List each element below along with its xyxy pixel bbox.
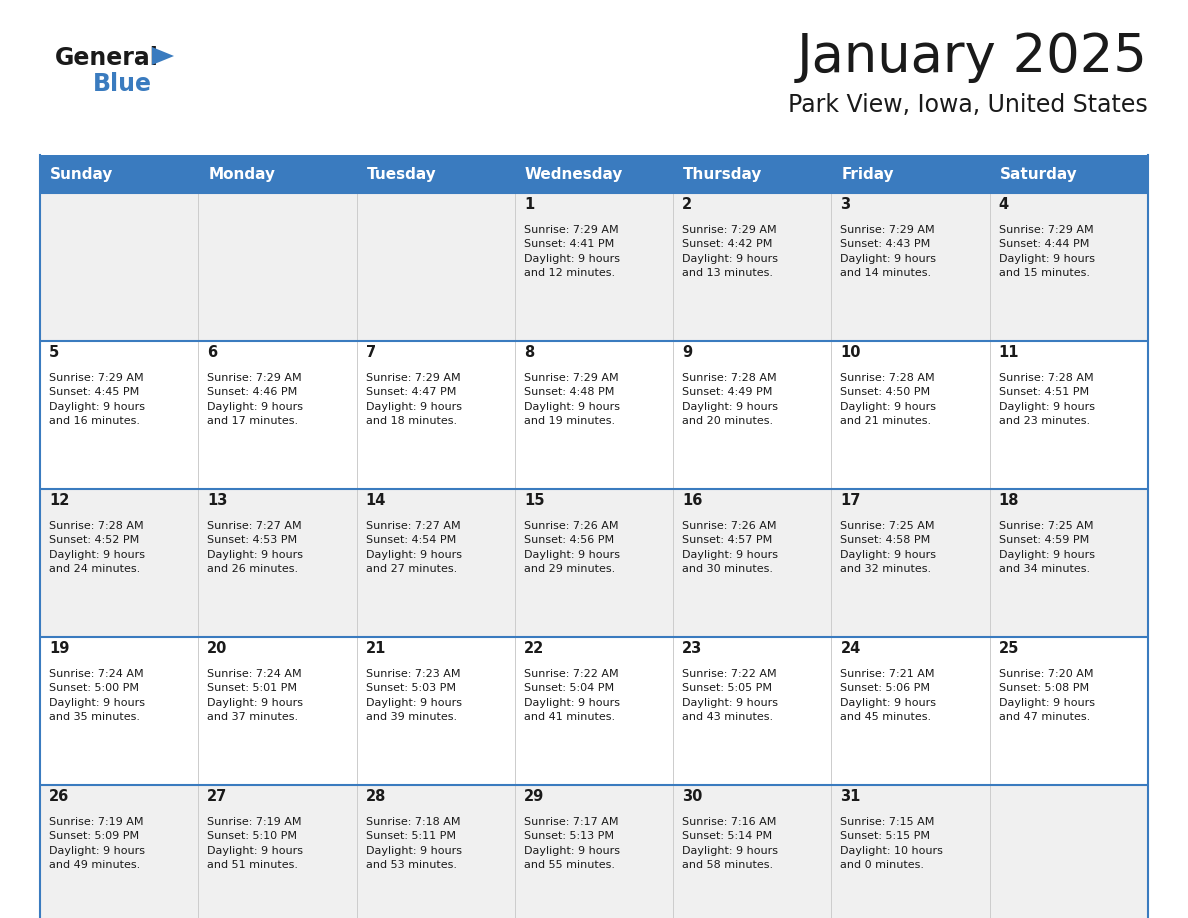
Text: Wednesday: Wednesday bbox=[525, 167, 624, 183]
Text: 21: 21 bbox=[366, 641, 386, 656]
Bar bbox=[40, 489, 1148, 637]
Text: Sunrise: 7:29 AM
Sunset: 4:42 PM
Daylight: 9 hours
and 13 minutes.: Sunrise: 7:29 AM Sunset: 4:42 PM Dayligh… bbox=[682, 225, 778, 278]
Text: 6: 6 bbox=[207, 345, 217, 360]
Bar bbox=[990, 155, 1148, 193]
Text: Sunrise: 7:22 AM
Sunset: 5:04 PM
Daylight: 9 hours
and 41 minutes.: Sunrise: 7:22 AM Sunset: 5:04 PM Dayligh… bbox=[524, 669, 620, 722]
Polygon shape bbox=[152, 47, 173, 65]
Bar bbox=[356, 155, 514, 193]
Text: 18: 18 bbox=[999, 493, 1019, 508]
Text: Blue: Blue bbox=[93, 72, 152, 96]
Text: Sunday: Sunday bbox=[50, 167, 113, 183]
Bar bbox=[514, 155, 674, 193]
Text: Friday: Friday bbox=[841, 167, 895, 183]
Text: 24: 24 bbox=[840, 641, 860, 656]
Text: General: General bbox=[55, 46, 159, 70]
Text: January 2025: January 2025 bbox=[797, 31, 1148, 83]
Text: 7: 7 bbox=[366, 345, 375, 360]
Text: 1: 1 bbox=[524, 197, 535, 212]
Text: Sunrise: 7:17 AM
Sunset: 5:13 PM
Daylight: 9 hours
and 55 minutes.: Sunrise: 7:17 AM Sunset: 5:13 PM Dayligh… bbox=[524, 817, 620, 870]
Text: 31: 31 bbox=[840, 789, 861, 804]
Text: 10: 10 bbox=[840, 345, 861, 360]
Text: Monday: Monday bbox=[208, 167, 276, 183]
Text: 19: 19 bbox=[49, 641, 69, 656]
Text: Sunrise: 7:29 AM
Sunset: 4:41 PM
Daylight: 9 hours
and 12 minutes.: Sunrise: 7:29 AM Sunset: 4:41 PM Dayligh… bbox=[524, 225, 620, 278]
Text: 29: 29 bbox=[524, 789, 544, 804]
Bar bbox=[40, 341, 1148, 489]
Text: Park View, Iowa, United States: Park View, Iowa, United States bbox=[789, 93, 1148, 117]
Bar bbox=[198, 155, 356, 193]
Text: 20: 20 bbox=[207, 641, 228, 656]
Text: 22: 22 bbox=[524, 641, 544, 656]
Text: 8: 8 bbox=[524, 345, 535, 360]
Text: Sunrise: 7:18 AM
Sunset: 5:11 PM
Daylight: 9 hours
and 53 minutes.: Sunrise: 7:18 AM Sunset: 5:11 PM Dayligh… bbox=[366, 817, 462, 870]
Text: Sunrise: 7:28 AM
Sunset: 4:52 PM
Daylight: 9 hours
and 24 minutes.: Sunrise: 7:28 AM Sunset: 4:52 PM Dayligh… bbox=[49, 521, 145, 574]
Text: Sunrise: 7:29 AM
Sunset: 4:47 PM
Daylight: 9 hours
and 18 minutes.: Sunrise: 7:29 AM Sunset: 4:47 PM Dayligh… bbox=[366, 373, 462, 426]
Text: 27: 27 bbox=[207, 789, 228, 804]
Text: Sunrise: 7:26 AM
Sunset: 4:56 PM
Daylight: 9 hours
and 29 minutes.: Sunrise: 7:26 AM Sunset: 4:56 PM Dayligh… bbox=[524, 521, 620, 574]
Text: Sunrise: 7:28 AM
Sunset: 4:50 PM
Daylight: 9 hours
and 21 minutes.: Sunrise: 7:28 AM Sunset: 4:50 PM Dayligh… bbox=[840, 373, 936, 426]
Text: 23: 23 bbox=[682, 641, 702, 656]
Text: Sunrise: 7:21 AM
Sunset: 5:06 PM
Daylight: 9 hours
and 45 minutes.: Sunrise: 7:21 AM Sunset: 5:06 PM Dayligh… bbox=[840, 669, 936, 722]
Text: Sunrise: 7:26 AM
Sunset: 4:57 PM
Daylight: 9 hours
and 30 minutes.: Sunrise: 7:26 AM Sunset: 4:57 PM Dayligh… bbox=[682, 521, 778, 574]
Bar bbox=[40, 193, 1148, 341]
Text: Sunrise: 7:16 AM
Sunset: 5:14 PM
Daylight: 9 hours
and 58 minutes.: Sunrise: 7:16 AM Sunset: 5:14 PM Dayligh… bbox=[682, 817, 778, 870]
Text: 26: 26 bbox=[49, 789, 69, 804]
Text: Thursday: Thursday bbox=[683, 167, 763, 183]
Text: 25: 25 bbox=[999, 641, 1019, 656]
Text: Sunrise: 7:28 AM
Sunset: 4:49 PM
Daylight: 9 hours
and 20 minutes.: Sunrise: 7:28 AM Sunset: 4:49 PM Dayligh… bbox=[682, 373, 778, 426]
Text: Sunrise: 7:24 AM
Sunset: 5:00 PM
Daylight: 9 hours
and 35 minutes.: Sunrise: 7:24 AM Sunset: 5:00 PM Dayligh… bbox=[49, 669, 145, 722]
Bar bbox=[40, 637, 1148, 785]
Text: Sunrise: 7:19 AM
Sunset: 5:09 PM
Daylight: 9 hours
and 49 minutes.: Sunrise: 7:19 AM Sunset: 5:09 PM Dayligh… bbox=[49, 817, 145, 870]
Bar bbox=[40, 785, 1148, 918]
Text: Sunrise: 7:24 AM
Sunset: 5:01 PM
Daylight: 9 hours
and 37 minutes.: Sunrise: 7:24 AM Sunset: 5:01 PM Dayligh… bbox=[207, 669, 303, 722]
Text: 17: 17 bbox=[840, 493, 861, 508]
Text: 5: 5 bbox=[49, 345, 59, 360]
Text: Sunrise: 7:23 AM
Sunset: 5:03 PM
Daylight: 9 hours
and 39 minutes.: Sunrise: 7:23 AM Sunset: 5:03 PM Dayligh… bbox=[366, 669, 462, 722]
Text: Sunrise: 7:29 AM
Sunset: 4:48 PM
Daylight: 9 hours
and 19 minutes.: Sunrise: 7:29 AM Sunset: 4:48 PM Dayligh… bbox=[524, 373, 620, 426]
Bar bbox=[40, 155, 198, 193]
Text: Sunrise: 7:25 AM
Sunset: 4:58 PM
Daylight: 9 hours
and 32 minutes.: Sunrise: 7:25 AM Sunset: 4:58 PM Dayligh… bbox=[840, 521, 936, 574]
Text: 28: 28 bbox=[366, 789, 386, 804]
Text: 13: 13 bbox=[207, 493, 228, 508]
Text: Sunrise: 7:25 AM
Sunset: 4:59 PM
Daylight: 9 hours
and 34 minutes.: Sunrise: 7:25 AM Sunset: 4:59 PM Dayligh… bbox=[999, 521, 1094, 574]
Text: Sunrise: 7:29 AM
Sunset: 4:44 PM
Daylight: 9 hours
and 15 minutes.: Sunrise: 7:29 AM Sunset: 4:44 PM Dayligh… bbox=[999, 225, 1094, 278]
Text: 3: 3 bbox=[840, 197, 851, 212]
Text: Sunrise: 7:27 AM
Sunset: 4:54 PM
Daylight: 9 hours
and 27 minutes.: Sunrise: 7:27 AM Sunset: 4:54 PM Dayligh… bbox=[366, 521, 462, 574]
Text: 9: 9 bbox=[682, 345, 693, 360]
Text: 15: 15 bbox=[524, 493, 544, 508]
Text: 16: 16 bbox=[682, 493, 702, 508]
Text: 11: 11 bbox=[999, 345, 1019, 360]
Text: 14: 14 bbox=[366, 493, 386, 508]
Text: Sunrise: 7:28 AM
Sunset: 4:51 PM
Daylight: 9 hours
and 23 minutes.: Sunrise: 7:28 AM Sunset: 4:51 PM Dayligh… bbox=[999, 373, 1094, 426]
Bar bbox=[674, 155, 832, 193]
Text: Sunrise: 7:27 AM
Sunset: 4:53 PM
Daylight: 9 hours
and 26 minutes.: Sunrise: 7:27 AM Sunset: 4:53 PM Dayligh… bbox=[207, 521, 303, 574]
Text: 12: 12 bbox=[49, 493, 69, 508]
Text: Sunrise: 7:19 AM
Sunset: 5:10 PM
Daylight: 9 hours
and 51 minutes.: Sunrise: 7:19 AM Sunset: 5:10 PM Dayligh… bbox=[207, 817, 303, 870]
Text: Sunrise: 7:15 AM
Sunset: 5:15 PM
Daylight: 10 hours
and 0 minutes.: Sunrise: 7:15 AM Sunset: 5:15 PM Dayligh… bbox=[840, 817, 943, 870]
Text: Sunrise: 7:29 AM
Sunset: 4:43 PM
Daylight: 9 hours
and 14 minutes.: Sunrise: 7:29 AM Sunset: 4:43 PM Dayligh… bbox=[840, 225, 936, 278]
Text: Sunrise: 7:22 AM
Sunset: 5:05 PM
Daylight: 9 hours
and 43 minutes.: Sunrise: 7:22 AM Sunset: 5:05 PM Dayligh… bbox=[682, 669, 778, 722]
Text: Sunrise: 7:29 AM
Sunset: 4:46 PM
Daylight: 9 hours
and 17 minutes.: Sunrise: 7:29 AM Sunset: 4:46 PM Dayligh… bbox=[207, 373, 303, 426]
Text: Sunrise: 7:29 AM
Sunset: 4:45 PM
Daylight: 9 hours
and 16 minutes.: Sunrise: 7:29 AM Sunset: 4:45 PM Dayligh… bbox=[49, 373, 145, 426]
Text: Tuesday: Tuesday bbox=[367, 167, 436, 183]
Text: 4: 4 bbox=[999, 197, 1009, 212]
Bar bbox=[832, 155, 990, 193]
Text: 2: 2 bbox=[682, 197, 693, 212]
Text: Sunrise: 7:20 AM
Sunset: 5:08 PM
Daylight: 9 hours
and 47 minutes.: Sunrise: 7:20 AM Sunset: 5:08 PM Dayligh… bbox=[999, 669, 1094, 722]
Text: Saturday: Saturday bbox=[1000, 167, 1078, 183]
Text: 30: 30 bbox=[682, 789, 702, 804]
